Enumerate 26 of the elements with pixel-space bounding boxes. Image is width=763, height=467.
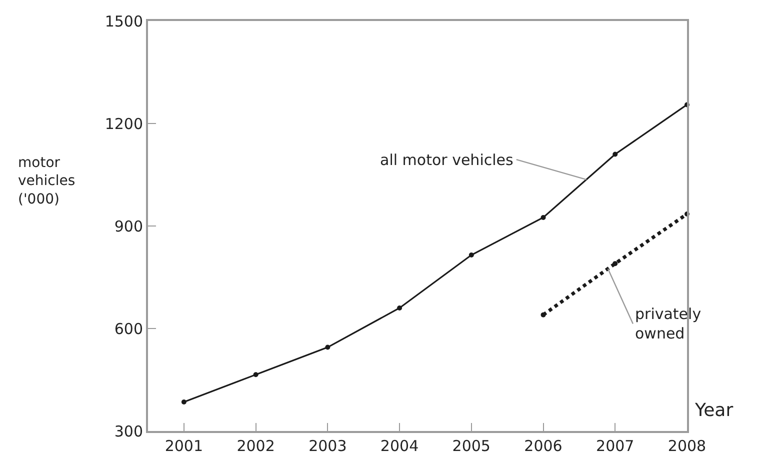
- point: [181, 399, 186, 404]
- y-axis-title: motor vehicles ('000): [18, 155, 76, 208]
- y-tick-label: 1500: [104, 12, 143, 30]
- y-tick-label: 600: [114, 320, 143, 338]
- point: [540, 312, 546, 318]
- x-axis-title: Year: [694, 400, 734, 421]
- y-tick-label: 300: [114, 422, 143, 440]
- x-tick-label: 2002: [236, 437, 275, 455]
- point: [612, 152, 618, 157]
- annotation: privately owned: [635, 305, 702, 342]
- x-tick-label: 2004: [380, 437, 419, 455]
- point: [612, 261, 618, 266]
- point: [325, 344, 330, 350]
- x-tick-label: 2005: [452, 437, 490, 455]
- point: [468, 252, 474, 258]
- x-tick-label: 2006: [524, 437, 562, 455]
- x-tick-label: 2007: [596, 437, 634, 455]
- point: [397, 306, 402, 310]
- y-tick-label: 900: [114, 217, 143, 236]
- x-tick-label: 2003: [308, 437, 347, 455]
- annotation: all motor vehicles: [380, 151, 514, 169]
- point: [540, 214, 546, 220]
- x-tick-label: 2001: [164, 437, 204, 455]
- y-tick-label: 1200: [104, 114, 143, 133]
- point: [253, 372, 258, 378]
- x-tick-label: 2008: [668, 437, 706, 455]
